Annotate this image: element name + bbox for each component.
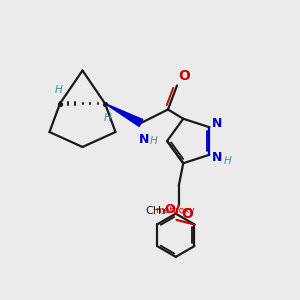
Text: O: O — [178, 69, 190, 83]
Text: O: O — [164, 203, 175, 216]
Text: methoxy: methoxy — [155, 206, 195, 215]
Polygon shape — [105, 103, 143, 126]
Text: H: H — [224, 156, 232, 167]
Text: N: N — [212, 151, 222, 164]
Text: CH₃: CH₃ — [145, 206, 166, 216]
Text: N: N — [139, 133, 149, 146]
Text: O: O — [181, 207, 193, 221]
Text: H: H — [55, 85, 62, 95]
Text: H: H — [149, 136, 157, 146]
Text: N: N — [212, 117, 222, 130]
Text: H: H — [103, 113, 111, 123]
